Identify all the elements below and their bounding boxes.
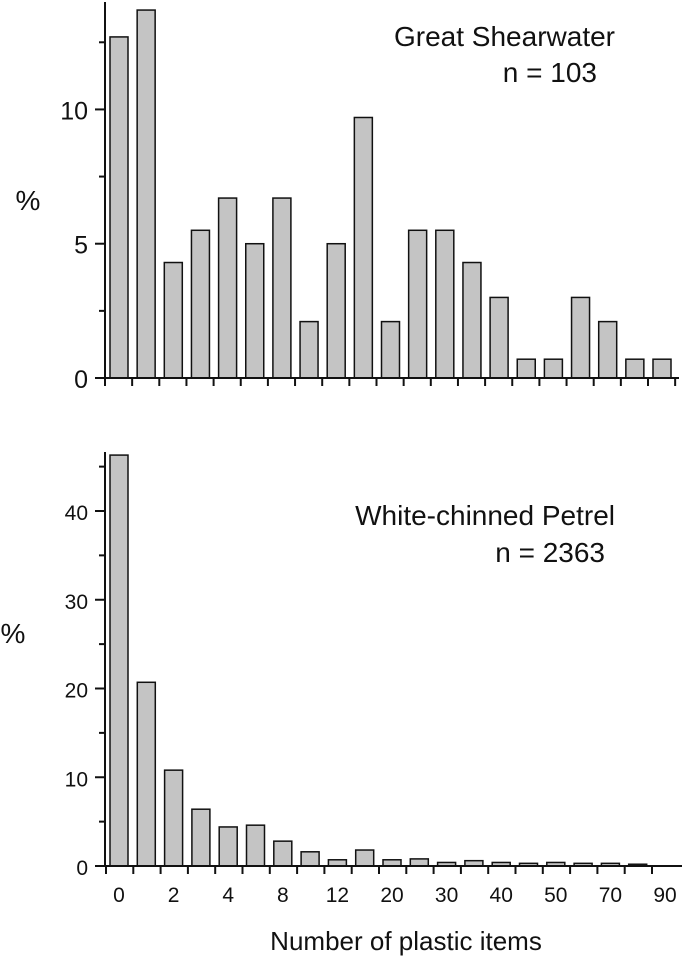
bar xyxy=(625,358,645,379)
bar xyxy=(136,681,157,867)
bar xyxy=(570,296,591,379)
bar xyxy=(217,197,238,379)
bar xyxy=(353,116,374,379)
bar xyxy=(109,36,129,379)
bar xyxy=(543,358,564,379)
bar xyxy=(409,858,430,867)
y-axis-ticks: 0 5 10 xyxy=(60,41,105,394)
x-tick-label: 12 xyxy=(326,884,349,907)
chart-sample-size: n = 103 xyxy=(503,57,597,88)
x-axis-ticks: 0 2 4 8 12 20 30 40 50 70 90 xyxy=(105,866,677,907)
x-tick-label: 50 xyxy=(544,884,567,907)
x-tick-label: 0 xyxy=(113,884,125,907)
chart-title: White-chinned Petrel xyxy=(355,500,615,531)
y-axis-label: % xyxy=(16,185,41,216)
y-tick-label: 0 xyxy=(74,366,88,394)
bar xyxy=(218,826,238,867)
x-tick-label: 8 xyxy=(277,884,289,907)
y-tick-label: 5 xyxy=(74,232,88,260)
bar xyxy=(245,242,265,379)
bar xyxy=(652,358,672,379)
bar xyxy=(245,824,266,867)
bar xyxy=(354,849,375,867)
x-tick-label: 70 xyxy=(599,884,622,907)
y-tick-label: 20 xyxy=(65,680,88,703)
bar xyxy=(380,320,401,379)
chart-great-shearwater: Great Shearwater n = 103 % 0 5 10 xyxy=(16,2,679,394)
bar xyxy=(190,229,211,379)
bar xyxy=(109,454,129,867)
y-tick-label: 10 xyxy=(60,97,88,125)
x-axis-ticks xyxy=(104,378,677,386)
y-tick-label: 10 xyxy=(65,768,88,791)
bar xyxy=(273,840,293,867)
y-tick-label: 40 xyxy=(65,502,88,525)
chart-white-chinned-petrel: White-chinned Petrel n = 2363 % 01020304… xyxy=(1,452,682,956)
bar xyxy=(462,261,482,379)
chart-sample-size: n = 2363 xyxy=(495,537,605,568)
chart-title: Great Shearwater xyxy=(394,21,615,52)
bar xyxy=(272,197,292,379)
bar xyxy=(191,808,211,867)
bar xyxy=(163,769,184,867)
x-tick-label: 30 xyxy=(435,884,458,907)
bar xyxy=(136,9,156,379)
x-tick-label: 4 xyxy=(222,884,234,907)
x-tick-label: 40 xyxy=(490,884,513,907)
x-tick-label: 2 xyxy=(168,884,180,907)
bar xyxy=(299,320,319,379)
bar xyxy=(326,242,346,379)
x-axis-label: Number of plastic items xyxy=(270,926,542,956)
bars xyxy=(109,454,648,867)
y-axis-label: % xyxy=(1,618,26,649)
bar xyxy=(489,296,509,379)
x-tick-label: 90 xyxy=(653,884,676,907)
bar xyxy=(407,229,428,379)
y-tick-label: 0 xyxy=(76,857,88,880)
x-tick-label: 20 xyxy=(380,884,403,907)
bar xyxy=(597,320,618,379)
bar xyxy=(163,261,184,379)
y-axis-ticks: 0 10 20 30 40 xyxy=(65,465,105,880)
bar xyxy=(516,358,536,379)
bar xyxy=(300,851,320,867)
y-tick-label: 30 xyxy=(65,591,88,614)
bar xyxy=(435,229,455,379)
